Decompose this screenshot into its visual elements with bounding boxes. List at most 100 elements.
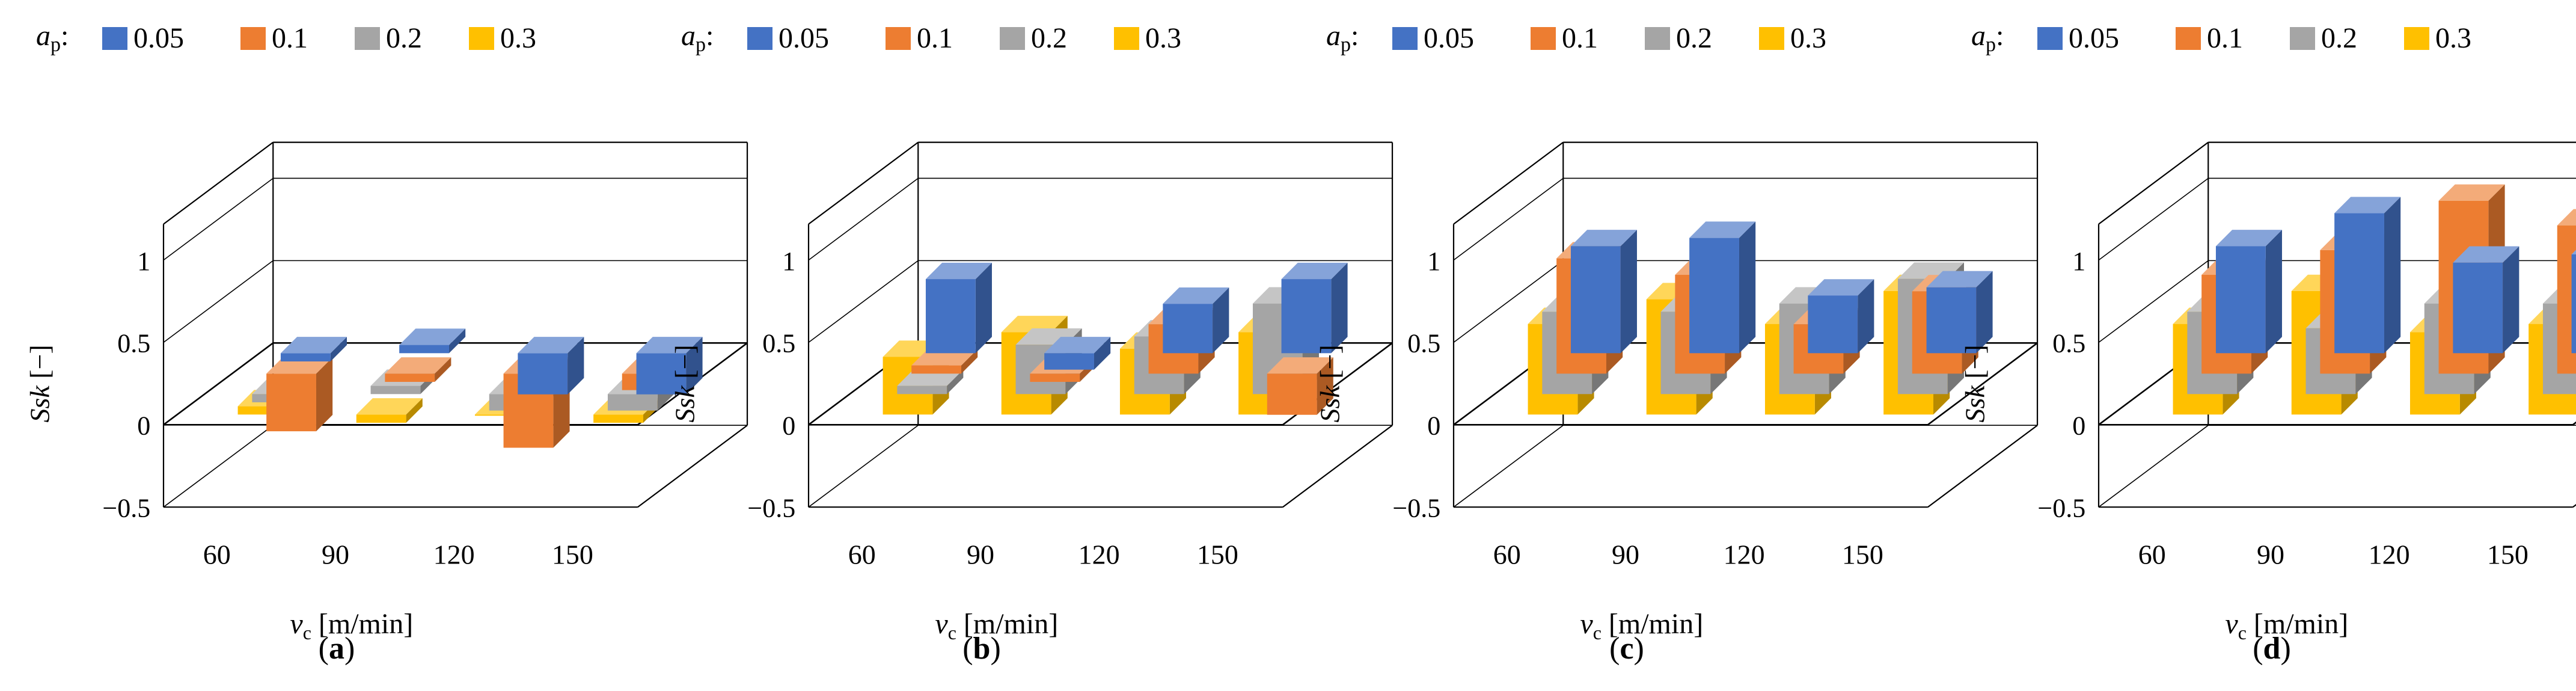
legend: ap: 0.05 0.1 0.2 0.3 xyxy=(36,20,536,56)
y-tick-label: 0 xyxy=(137,411,150,441)
legend-label-0.3: 0.3 xyxy=(500,22,536,54)
legend-swatch-0.3 xyxy=(1114,27,1139,50)
bar-120-0.05 xyxy=(1808,279,1874,354)
x-tick-label: 150 xyxy=(1197,539,1238,570)
bar-front xyxy=(1808,295,1858,354)
bar-side xyxy=(330,337,347,361)
bar-150-0.05 xyxy=(1281,262,1348,354)
bar-top xyxy=(2438,184,2505,201)
bar-side xyxy=(406,398,423,423)
bar-side xyxy=(1317,357,1333,415)
bar-front xyxy=(2453,262,2503,354)
legend-swatch-0.3 xyxy=(1759,27,1784,50)
bar-top xyxy=(356,398,423,415)
bar-150-0.05 xyxy=(1926,271,1993,354)
bar-top xyxy=(280,337,347,354)
legend-swatch-0.3 xyxy=(469,27,494,50)
bar-front xyxy=(911,365,961,374)
bar-front xyxy=(1267,373,1317,415)
legend-swatch-0.3 xyxy=(2404,27,2429,50)
bar-front xyxy=(593,414,643,423)
legend-swatch-0.2 xyxy=(2290,27,2315,50)
bar-side xyxy=(316,357,333,432)
bar-front xyxy=(1281,279,1332,354)
y-tick-label: 0 xyxy=(1427,411,1440,441)
bar-top xyxy=(925,262,992,280)
bar-top xyxy=(1689,221,1756,238)
bar-90-0.05 xyxy=(1689,221,1756,354)
bar-60-0.05 xyxy=(280,337,347,361)
y-tick-label: −0.5 xyxy=(102,494,150,523)
legend-swatch-0.2 xyxy=(1645,27,1670,50)
y-tick-label: 0 xyxy=(782,411,795,441)
bar-side xyxy=(686,337,703,395)
bar-60-0.1 xyxy=(266,357,333,432)
legend-label-0.1: 0.1 xyxy=(917,22,953,54)
bar-top xyxy=(2557,209,2576,226)
bar-front xyxy=(1689,238,1739,354)
y-axis-label: Ssk [−] xyxy=(670,345,700,422)
bar-side xyxy=(2503,246,2519,354)
bar-90-0.1 xyxy=(385,357,451,382)
bar-front xyxy=(897,385,947,395)
bar-side xyxy=(947,369,964,395)
bar-front xyxy=(1030,373,1080,382)
bar-top xyxy=(636,337,703,354)
legend-swatch-0.05 xyxy=(1392,27,1418,50)
legend: ap: 0.05 0.1 0.2 0.3 xyxy=(1326,20,1826,56)
bar-top xyxy=(385,357,451,374)
bar-top xyxy=(518,337,584,354)
legend-label-0.3: 0.3 xyxy=(1145,22,1181,54)
y-tick-label: 0.5 xyxy=(117,329,150,358)
legend-label-0.3: 0.3 xyxy=(1790,22,1826,54)
legend: ap: 0.05 0.1 0.2 0.3 xyxy=(681,20,1181,56)
legend-label-0.05: 0.05 xyxy=(2069,22,2119,54)
legend-label-0.05: 0.05 xyxy=(133,22,184,54)
bar-top xyxy=(1001,316,1068,333)
x-axis-label: vc [m/min] xyxy=(2225,608,2348,643)
legend-swatch-0.05 xyxy=(747,27,772,50)
bar-150-0.1 xyxy=(1267,357,1333,415)
x-tick-label: 120 xyxy=(433,539,475,570)
bar-front xyxy=(1163,304,1213,354)
x-tick-label: 90 xyxy=(322,539,349,570)
chart-panel-c: −0.5 0 0.5 1 Ssk [−] 60 90 120 150 vc [m/min] ap: 0… xyxy=(1315,20,2039,666)
side-wall-top-edge xyxy=(808,141,919,225)
x-tick-label: 60 xyxy=(2138,539,2166,570)
y-tick-label: 0.5 xyxy=(762,329,795,358)
legend-title: ap: xyxy=(681,20,714,56)
panel-label: (c) xyxy=(1609,631,1644,666)
legend-swatch-0.1 xyxy=(2176,27,2201,50)
bar-top xyxy=(1808,279,1874,296)
bar-150-0.05 xyxy=(2571,250,2576,354)
panel-label: (b) xyxy=(962,631,1001,666)
bar-front xyxy=(1926,287,1977,354)
bar-side xyxy=(2384,197,2401,354)
legend-swatch-0.2 xyxy=(355,27,380,50)
bar-front xyxy=(399,345,449,354)
legend-label-0.2: 0.2 xyxy=(1676,22,1712,54)
bar-front xyxy=(2215,246,2266,354)
chart-panel-d: −0.5 0 0.5 1 Ssk [−] 60 90 120 150 vc [m/min] ap: 0… xyxy=(1960,20,2576,666)
legend: ap: 0.05 0.1 0.2 0.3 xyxy=(1971,20,2471,56)
side-grid-1 xyxy=(163,342,274,426)
zero-right-edge xyxy=(1927,342,2038,426)
legend-swatch-0.05 xyxy=(2037,27,2063,50)
side-wall-top-edge xyxy=(2098,141,2209,225)
x-tick-label: 60 xyxy=(203,539,231,570)
bar-60-0.05 xyxy=(1570,230,1637,354)
legend-title: ap: xyxy=(1971,20,2004,56)
x-tick-label: 120 xyxy=(2369,539,2410,570)
bar-side xyxy=(975,262,992,354)
y-tick-label: −0.5 xyxy=(2037,494,2085,523)
bar-60-0.05 xyxy=(2215,230,2282,354)
x-tick-label: 120 xyxy=(1724,539,1765,570)
y-tick-label: 1 xyxy=(1427,247,1440,276)
bar-top xyxy=(1163,287,1229,304)
y-tick-label: 1 xyxy=(2072,247,2085,276)
bars xyxy=(237,328,703,448)
side-grid-2 xyxy=(163,260,274,343)
y-tick-label: 0.5 xyxy=(1407,329,1440,358)
legend-label-0.1: 0.1 xyxy=(1562,22,1598,54)
